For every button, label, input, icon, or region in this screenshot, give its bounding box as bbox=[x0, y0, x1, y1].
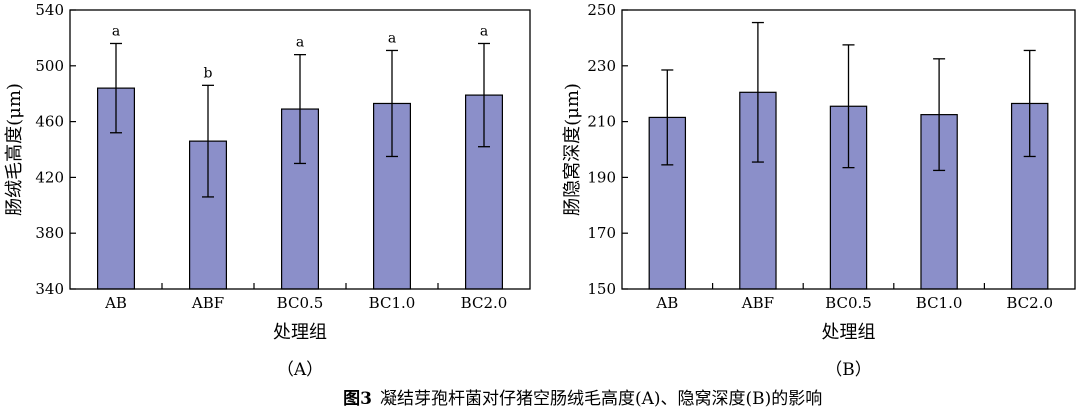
a-y-tick-label: 340 bbox=[35, 280, 64, 298]
a-significance-letter: a bbox=[296, 35, 304, 51]
b-y-tick-label: 250 bbox=[587, 1, 616, 19]
b-x-tick-label: ABF bbox=[741, 294, 774, 312]
a-significance-letter: a bbox=[480, 23, 488, 39]
a-y-tick-label: 500 bbox=[35, 57, 64, 75]
panel-b-chart: AB ABF BC0.5 BC1.0 BC2.0 150 170 190 210 230 250 肠隐… bbox=[562, 1, 1076, 380]
a-x-tick-label: BC0.5 bbox=[277, 294, 324, 312]
panel-a-chart: AB a ABF b BC0.5 a BC1.0 a BC2.0 a 340 380 420 460 500… bbox=[4, 1, 531, 380]
a-x-axis-title: 处理组 bbox=[273, 322, 327, 343]
b-x-axis-title: 处理组 bbox=[822, 322, 876, 343]
b-plot-frame bbox=[621, 9, 1076, 290]
a-x-tick-label: ABF bbox=[191, 294, 224, 312]
b-y-tick-label: 230 bbox=[587, 57, 616, 75]
b-y-tick-label: 170 bbox=[587, 224, 616, 242]
a-y-tick-label: 540 bbox=[35, 1, 64, 19]
a-panel-label: （A） bbox=[277, 360, 323, 380]
b-y-tick-label: 150 bbox=[587, 280, 616, 298]
a-significance-letter: a bbox=[388, 30, 396, 46]
b-y-axis-title: 肠隐窝深度(μm) bbox=[562, 83, 583, 216]
b-y-tick-label: 190 bbox=[587, 168, 616, 186]
b-x-tick-label: BC2.0 bbox=[1006, 294, 1053, 312]
b-x-tick-label: BC1.0 bbox=[916, 294, 963, 312]
a-x-tick-label: BC1.0 bbox=[369, 294, 416, 312]
a-y-tick-label: 420 bbox=[35, 168, 64, 186]
a-significance-letter: a bbox=[112, 23, 120, 39]
b-y-tick-label: 210 bbox=[587, 113, 616, 131]
a-y-tick-label: 380 bbox=[35, 224, 64, 242]
figure-caption-number: 图3 bbox=[343, 389, 372, 409]
a-y-tick-label: 460 bbox=[35, 113, 64, 131]
a-x-tick-label: BC2.0 bbox=[461, 294, 508, 312]
a-x-tick-label: AB bbox=[104, 294, 127, 312]
b-x-tick-label: BC0.5 bbox=[825, 294, 872, 312]
a-y-axis-title: 肠绒毛高度(μm) bbox=[4, 83, 25, 216]
b-x-tick-label: AB bbox=[655, 294, 678, 312]
b-panel-label: （B） bbox=[825, 360, 872, 380]
figure-caption: 凝结芽孢杆菌对仔猪空肠绒毛高度(A)、隐窝深度(B)的影响 bbox=[380, 389, 822, 409]
a-significance-letter: b bbox=[204, 65, 213, 81]
a-plot-frame bbox=[69, 9, 531, 290]
